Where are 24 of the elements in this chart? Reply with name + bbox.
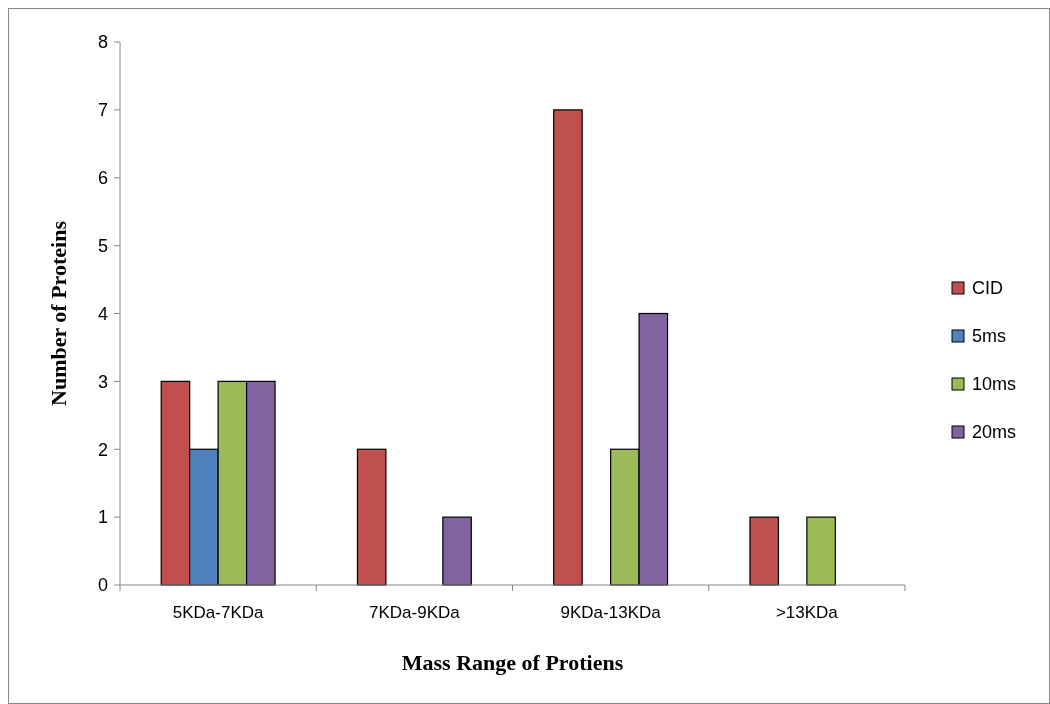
x-axis-title: Mass Range of Protiens [401, 650, 624, 675]
y-tick-label: 8 [97, 32, 108, 53]
bar [806, 516, 836, 586]
bar [442, 516, 472, 586]
y-tick-label: 1 [97, 507, 108, 528]
y-tick-label: 2 [97, 439, 108, 460]
y-tick-label: 5 [97, 235, 108, 256]
legend-label: 5ms [972, 326, 1007, 347]
y-axis-title: Number of Proteins [46, 220, 71, 406]
y-tick-label: 4 [97, 303, 108, 324]
y-tick-label: 7 [97, 100, 108, 121]
x-tick-label: 5KDa-7KDa [172, 603, 265, 622]
x-tick-label: >13KDa [775, 603, 839, 622]
legend-label: 20ms [972, 422, 1017, 443]
y-tick-label: 0 [97, 575, 108, 596]
bar [553, 109, 583, 586]
x-tick-label: 9KDa-13KDa [560, 603, 662, 622]
bar [749, 516, 780, 586]
y-tick-label: 3 [97, 371, 108, 392]
x-tick-label: 7KDa-9KDa [369, 603, 461, 622]
bar [356, 448, 387, 586]
legend-label: 10ms [972, 374, 1017, 395]
legend-label: CID [972, 278, 1003, 299]
y-tick-label: 6 [97, 168, 108, 189]
